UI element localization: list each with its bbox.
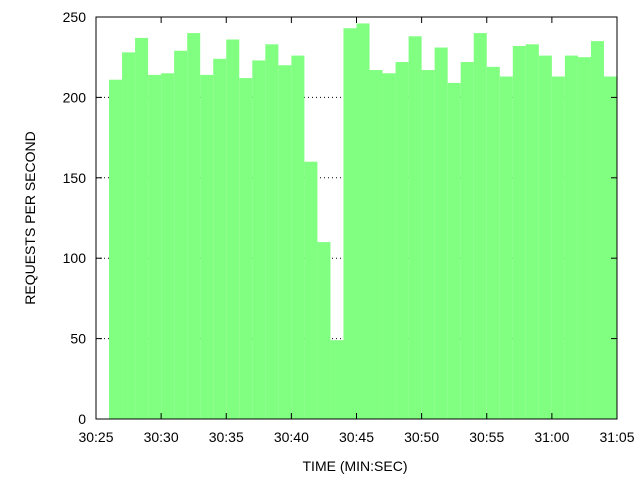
bar [473,33,487,419]
bar [590,41,604,420]
tick-labels: 0 50 100 150 200 250 30:25 30:30 30:35 30:40 30:45… [63,9,635,445]
bar [564,55,578,419]
x-tick-label: 30:45 [339,429,374,445]
bar [148,74,162,419]
x-axis-label: TIME (MIN:SEC) [303,458,408,474]
bar [434,47,448,419]
bar [265,44,279,419]
bar [408,36,422,420]
x-tick-label: 31:05 [599,429,634,445]
bar [395,62,409,420]
x-tick-label: 30:50 [404,429,439,445]
bar [421,70,435,420]
x-tick-label: 31:00 [534,429,569,445]
axis-ticks [95,16,618,420]
bar [213,58,227,420]
bar [109,79,123,419]
bar [577,57,591,419]
y-tick-label: 150 [63,170,87,186]
bar [330,340,344,419]
y-tick-label: 0 [78,411,86,427]
bar [291,55,305,419]
bar [447,82,461,419]
x-tick-label: 30:30 [144,429,179,445]
bar [122,52,136,419]
bar [512,45,526,419]
bar [278,65,292,420]
bar [317,242,331,419]
bar [525,44,539,419]
bars [109,23,617,420]
x-tick-label: 30:25 [78,429,113,445]
y-tick-label: 100 [63,250,87,266]
bar [551,76,565,419]
y-tick-label: 50 [70,331,86,347]
bar [161,73,175,419]
bar [356,23,370,419]
bar [460,62,474,420]
bar [174,50,188,419]
bar [304,161,318,419]
bar [187,33,201,419]
bar [343,28,357,419]
bar [226,39,240,420]
bar [486,66,500,420]
bar [499,76,513,419]
bar [369,70,383,420]
y-axis-label: REQUESTS PER SECOND [22,131,38,304]
bar [538,55,552,419]
bar [135,37,149,420]
y-tick-label: 200 [63,89,87,105]
bar [200,74,214,419]
bar [382,73,396,419]
x-tick-label: 30:35 [209,429,244,445]
bar [239,78,253,419]
y-tick-label: 250 [63,9,87,25]
x-tick-label: 30:55 [469,429,504,445]
x-tick-label: 30:40 [274,429,309,445]
bar [252,60,266,419]
bar [603,76,617,419]
